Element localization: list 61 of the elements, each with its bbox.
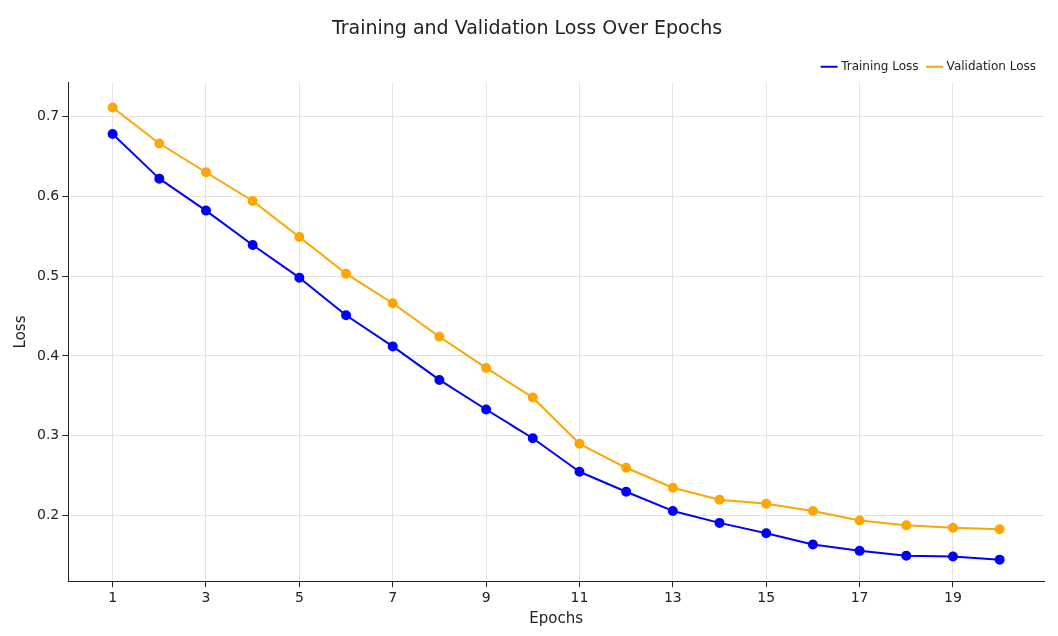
point [574, 466, 585, 477]
point [994, 524, 1005, 535]
point [434, 331, 445, 342]
x-tick-label: 7 [388, 589, 398, 606]
point [994, 554, 1005, 565]
point [107, 128, 118, 139]
point [154, 138, 165, 149]
point [667, 505, 678, 516]
point [901, 550, 912, 561]
point [714, 494, 725, 505]
point [434, 374, 445, 385]
point [247, 239, 258, 250]
point [387, 341, 398, 352]
point [621, 486, 632, 497]
point [294, 272, 305, 283]
point [294, 231, 305, 242]
point [807, 505, 818, 516]
x-tick-label: 19 [944, 589, 962, 606]
x-tick-label: 1 [108, 589, 118, 606]
point [574, 438, 585, 449]
x-tick-label: 17 [850, 589, 869, 606]
point [714, 517, 725, 528]
y-tick-label: 0.4 [37, 346, 60, 363]
x-axis-title: Epochs [529, 608, 584, 627]
x-tick-label: 5 [294, 589, 304, 606]
point [761, 498, 772, 509]
point [527, 433, 538, 444]
x-tick-label: 13 [663, 589, 682, 606]
point [107, 102, 118, 113]
point [807, 539, 818, 550]
legend-label: Validation Loss [946, 58, 1036, 73]
point [341, 310, 352, 321]
point [621, 462, 632, 473]
y-tick-label: 0.7 [37, 106, 60, 123]
point [947, 551, 958, 562]
y-tick-label: 0.6 [37, 186, 60, 203]
point [200, 205, 211, 216]
point [947, 522, 958, 533]
x-tick-label: 3 [201, 589, 211, 606]
y-tick-label: 0.5 [37, 266, 60, 283]
y-tick-label: 0.2 [37, 506, 60, 523]
y-tick-label: 0.3 [37, 426, 60, 443]
point [387, 298, 398, 309]
y-axis-title: Loss [10, 315, 29, 349]
point [527, 392, 538, 403]
point [247, 196, 258, 207]
point [667, 482, 678, 493]
x-tick-label: 9 [481, 589, 491, 606]
point [854, 545, 865, 556]
point [200, 167, 211, 178]
x-tick-label: 11 [570, 589, 589, 606]
point [854, 515, 865, 526]
legend-label: Training Loss [840, 58, 919, 73]
chart-title: Training and Validation Loss Over Epochs [330, 16, 723, 39]
x-tick-label: 15 [757, 589, 776, 606]
point [341, 268, 352, 279]
point [481, 404, 492, 415]
point [761, 528, 772, 539]
point [481, 362, 492, 373]
point [901, 520, 912, 531]
point [154, 173, 165, 184]
